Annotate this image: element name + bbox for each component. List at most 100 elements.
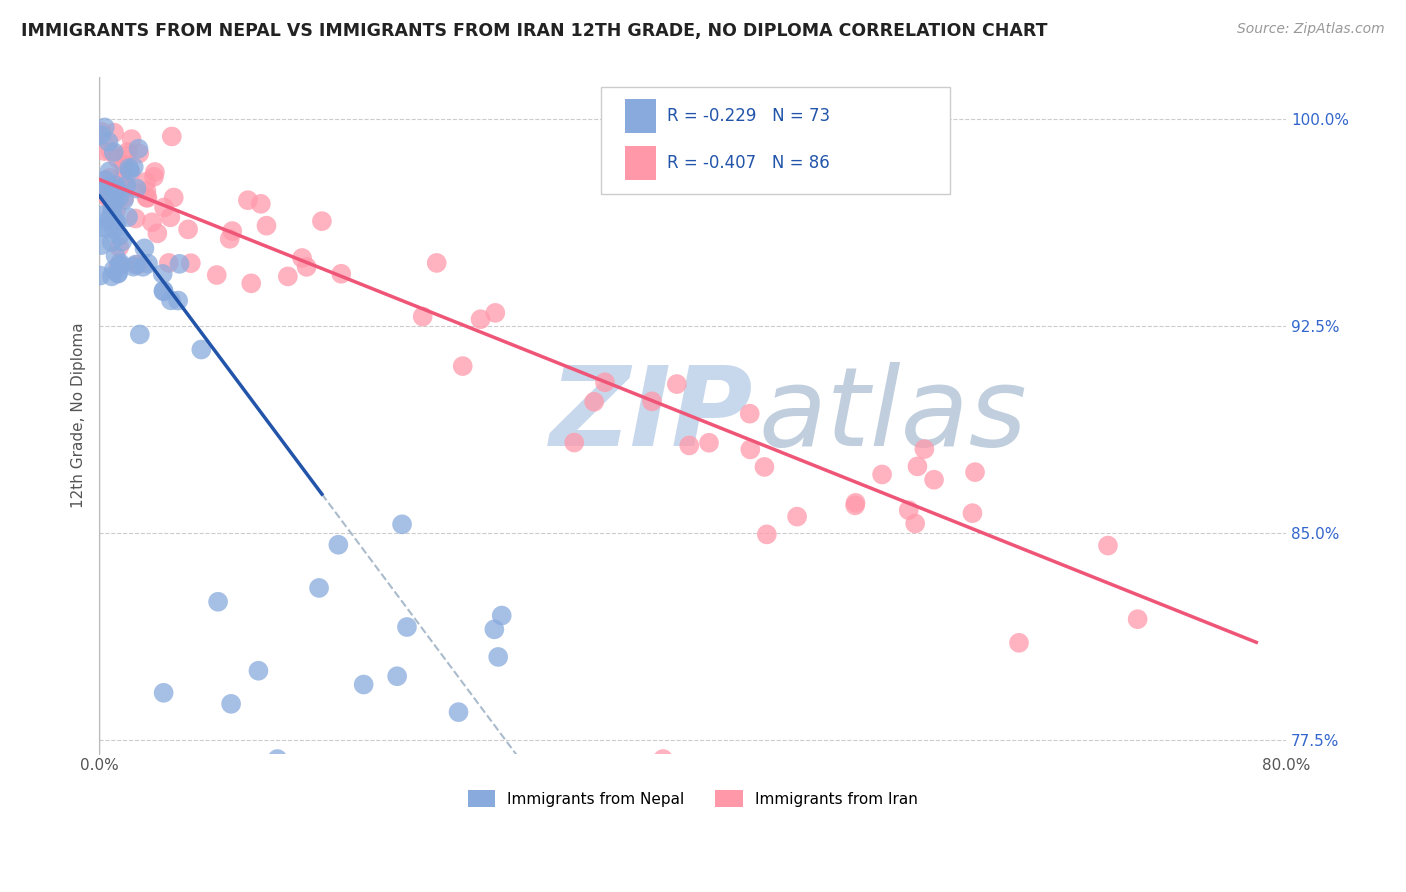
Point	[740, 442, 762, 457]
Point	[97, 221, 120, 235]
Point	[470, 312, 492, 326]
Point	[240, 277, 263, 291]
Point	[190, 343, 212, 357]
Point	[277, 269, 299, 284]
Point	[101, 206, 124, 220]
Point	[107, 266, 129, 280]
Point	[583, 394, 606, 409]
Point	[108, 191, 131, 205]
Point	[562, 435, 585, 450]
Point	[665, 377, 688, 392]
Point	[104, 249, 127, 263]
Point	[97, 213, 120, 227]
Point	[697, 435, 720, 450]
Legend: Immigrants from Nepal, Immigrants from Iran: Immigrants from Nepal, Immigrants from I…	[461, 783, 924, 814]
Point	[97, 135, 120, 149]
Point	[107, 183, 129, 197]
Point	[93, 144, 115, 158]
Point	[97, 181, 120, 195]
Point	[135, 184, 157, 198]
Point	[136, 191, 159, 205]
Point	[160, 129, 183, 144]
Point	[117, 210, 139, 224]
Point	[111, 173, 134, 187]
Point	[250, 197, 273, 211]
Point	[90, 238, 112, 252]
Point	[236, 193, 259, 207]
Point	[103, 221, 125, 235]
Point	[152, 285, 174, 299]
Point	[1097, 539, 1119, 553]
Point	[844, 499, 866, 513]
Point	[153, 201, 176, 215]
Point	[219, 697, 242, 711]
Point	[100, 195, 122, 210]
Point	[755, 527, 778, 541]
Point	[247, 664, 270, 678]
Point	[328, 538, 350, 552]
Point	[169, 257, 191, 271]
Point	[111, 235, 134, 249]
Point	[641, 394, 664, 409]
Point	[104, 178, 127, 193]
Point	[111, 169, 134, 184]
Point	[110, 258, 132, 272]
Point	[256, 219, 278, 233]
Point	[159, 211, 181, 225]
Point	[125, 181, 148, 195]
Point	[291, 251, 314, 265]
Point	[218, 232, 240, 246]
Point	[108, 228, 131, 243]
Point	[738, 407, 761, 421]
Point	[118, 161, 141, 175]
Point	[962, 506, 984, 520]
Point	[107, 259, 129, 273]
Point	[103, 126, 125, 140]
Point	[128, 327, 150, 342]
Point	[103, 145, 125, 160]
Point	[98, 164, 121, 178]
Point	[907, 459, 929, 474]
Point	[100, 145, 122, 159]
Point	[103, 195, 125, 210]
Point	[101, 190, 124, 204]
Point	[136, 257, 159, 271]
Point	[395, 620, 418, 634]
Point	[152, 267, 174, 281]
Point	[101, 269, 124, 284]
Point	[115, 178, 138, 193]
Point	[486, 649, 509, 664]
Point	[128, 142, 150, 156]
Point	[112, 193, 135, 207]
Point	[426, 256, 449, 270]
Point	[491, 608, 513, 623]
Point	[353, 677, 375, 691]
Point	[391, 517, 413, 532]
Point	[94, 120, 117, 135]
Point	[451, 359, 474, 373]
Point	[132, 260, 155, 274]
Point	[152, 284, 174, 298]
Point	[98, 182, 121, 196]
Point	[89, 268, 111, 283]
Point	[100, 188, 122, 202]
Point	[652, 752, 675, 766]
Point	[266, 752, 288, 766]
Point	[94, 183, 117, 197]
Point	[447, 705, 470, 719]
Point	[152, 686, 174, 700]
Point	[160, 293, 183, 308]
Point	[1008, 636, 1031, 650]
Point	[104, 189, 127, 203]
Point	[94, 188, 117, 202]
Point	[135, 175, 157, 189]
Point	[117, 145, 139, 159]
Point	[904, 516, 927, 531]
Point	[146, 227, 169, 241]
Point	[786, 509, 808, 524]
Point	[385, 669, 408, 683]
Point	[180, 256, 202, 270]
Point	[120, 165, 142, 179]
Point	[134, 241, 156, 255]
Point	[127, 258, 149, 272]
